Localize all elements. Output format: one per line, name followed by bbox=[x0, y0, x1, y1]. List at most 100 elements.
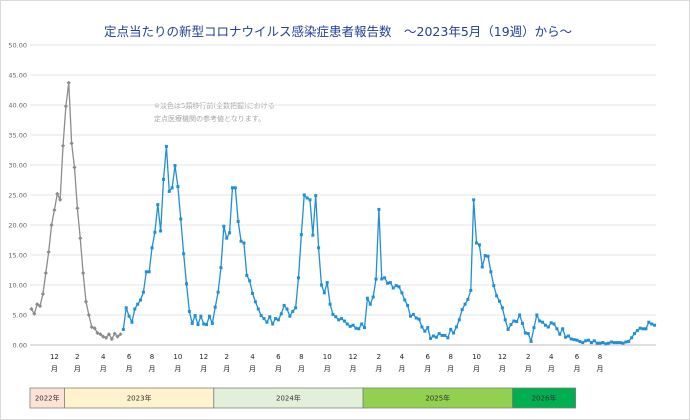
data-point bbox=[112, 331, 117, 336]
data-point bbox=[55, 191, 60, 196]
data-point bbox=[558, 332, 562, 336]
data-point bbox=[589, 341, 593, 345]
data-point bbox=[503, 318, 507, 322]
data-point bbox=[363, 326, 367, 330]
x-tick-label: 12 bbox=[349, 353, 358, 361]
data-point bbox=[406, 303, 410, 307]
data-point bbox=[523, 331, 527, 335]
x-tick-label: 2 bbox=[377, 353, 381, 361]
year-band-label: 2022年 bbox=[35, 394, 60, 403]
data-point bbox=[509, 323, 513, 327]
x-tick-label: 10 bbox=[323, 353, 332, 361]
data-point bbox=[351, 323, 355, 327]
data-point bbox=[380, 277, 384, 281]
x-tick-label: 8 bbox=[448, 353, 452, 361]
x-tick-unit: 月 bbox=[447, 365, 454, 373]
data-point bbox=[564, 335, 568, 339]
data-point bbox=[279, 312, 283, 316]
data-point bbox=[274, 317, 278, 321]
data-point bbox=[35, 302, 40, 307]
data-point bbox=[199, 314, 203, 318]
data-point bbox=[271, 322, 275, 326]
y-tick-label: 20.00 bbox=[8, 221, 27, 229]
x-tick-label: 10 bbox=[173, 353, 182, 361]
data-point bbox=[236, 219, 240, 223]
data-point bbox=[609, 340, 613, 344]
data-point bbox=[342, 319, 346, 323]
data-point bbox=[328, 302, 332, 306]
data-point bbox=[242, 241, 246, 245]
year-band-label: 2024年 bbox=[276, 394, 301, 403]
data-point bbox=[207, 314, 211, 318]
data-point bbox=[109, 336, 114, 342]
y-tick-label: 45.00 bbox=[8, 71, 27, 79]
data-point bbox=[515, 320, 519, 324]
data-point bbox=[325, 281, 329, 285]
data-point bbox=[118, 332, 123, 337]
data-point bbox=[463, 302, 467, 306]
x-tick-unit: 月 bbox=[324, 365, 331, 373]
data-point bbox=[72, 165, 77, 170]
data-point bbox=[457, 318, 461, 322]
data-point bbox=[144, 270, 148, 274]
data-point bbox=[302, 193, 306, 197]
data-point bbox=[644, 327, 648, 331]
data-point bbox=[256, 307, 260, 311]
x-tick-unit: 月 bbox=[223, 365, 230, 373]
data-point bbox=[167, 189, 171, 193]
data-point bbox=[572, 338, 576, 342]
data-point bbox=[546, 325, 550, 329]
x-tick-unit: 月 bbox=[350, 365, 357, 373]
data-point bbox=[354, 326, 358, 330]
data-point bbox=[205, 323, 209, 327]
x-tick-label: 2 bbox=[224, 353, 228, 361]
x-tick-unit: 月 bbox=[149, 365, 156, 373]
data-point bbox=[598, 341, 602, 345]
x-axis-ticks: 12 月 2 月 4 月 6 月 8 月 10 月 12 月 2 月 4 月 6 月 8 月 10 月 12 月 2 月 4 月 6 月 8 月 1… bbox=[50, 353, 604, 373]
data-point bbox=[635, 329, 639, 333]
data-point bbox=[317, 246, 321, 250]
data-point bbox=[311, 233, 315, 237]
data-point bbox=[391, 286, 395, 290]
data-point bbox=[595, 341, 599, 345]
data-point bbox=[156, 203, 160, 207]
data-point bbox=[251, 291, 255, 295]
data-point bbox=[210, 321, 214, 325]
data-point bbox=[216, 290, 220, 294]
x-tick-label: 4 bbox=[400, 353, 405, 361]
data-point bbox=[319, 283, 323, 287]
x-tick-unit: 月 bbox=[174, 365, 181, 373]
data-point bbox=[179, 217, 183, 221]
x-tick-unit: 月 bbox=[126, 365, 133, 373]
data-point bbox=[299, 233, 303, 237]
data-point bbox=[233, 186, 237, 190]
x-tick-label: 12 bbox=[199, 353, 208, 361]
y-tick-label: 15.00 bbox=[8, 251, 27, 259]
x-tick-unit: 月 bbox=[597, 365, 604, 373]
x-tick-unit: 月 bbox=[74, 365, 81, 373]
data-point bbox=[449, 327, 453, 331]
data-point bbox=[403, 298, 407, 302]
data-point bbox=[653, 323, 657, 327]
data-point bbox=[446, 336, 450, 340]
data-point bbox=[466, 297, 470, 301]
data-point bbox=[103, 335, 109, 340]
data-point bbox=[228, 231, 232, 235]
data-point bbox=[414, 316, 418, 320]
data-point bbox=[638, 326, 642, 330]
data-point bbox=[81, 270, 86, 276]
data-point bbox=[647, 320, 651, 324]
data-point bbox=[32, 311, 37, 316]
data-point bbox=[331, 312, 335, 316]
data-point bbox=[305, 196, 309, 200]
data-point bbox=[434, 335, 438, 339]
data-point bbox=[500, 306, 504, 310]
data-point bbox=[98, 332, 103, 337]
data-point bbox=[294, 306, 298, 310]
data-point bbox=[592, 339, 596, 343]
data-point bbox=[314, 194, 318, 198]
data-point bbox=[495, 294, 499, 298]
data-point bbox=[230, 186, 234, 190]
y-tick-label: 5.00 bbox=[13, 311, 27, 319]
